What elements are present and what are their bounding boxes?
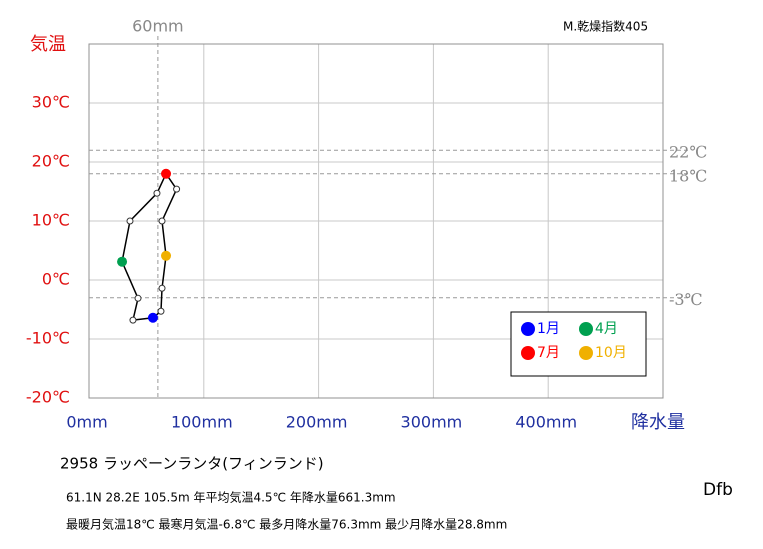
climate-class: Dfb — [703, 480, 733, 500]
x-tick-label: 300mm — [401, 413, 463, 432]
y-tick-label: -10℃ — [26, 329, 70, 348]
month-point — [161, 168, 172, 179]
legend-label: 4月 — [595, 321, 618, 337]
month-point — [153, 189, 161, 197]
legend-box — [510, 311, 647, 377]
y-tick-label: 0℃ — [42, 270, 70, 289]
month-point — [161, 250, 172, 261]
y-tick-label: 20℃ — [32, 152, 70, 171]
station: 2958 ラッペーンランタ(フィンランド) — [60, 455, 324, 473]
x-tick-label: 400mm — [515, 413, 577, 432]
legend-label: 1月 — [537, 321, 560, 337]
plot-frame — [88, 43, 664, 399]
month-point — [158, 284, 166, 292]
y-axis-label: 気温 — [30, 34, 66, 55]
legend-label: 7月 — [537, 345, 560, 361]
x-tick-label: 0mm — [66, 413, 107, 432]
x-tick-label: 200mm — [286, 413, 348, 432]
x-tick-label: 100mm — [171, 413, 233, 432]
month-point — [134, 294, 142, 302]
legend-label: 10月 — [595, 345, 627, 361]
month-point — [117, 256, 128, 267]
month-point — [129, 316, 137, 324]
month-point — [158, 217, 166, 225]
month-point — [173, 185, 181, 193]
month-point — [157, 307, 165, 315]
month-point — [147, 312, 158, 323]
x-axis-label: 降水量 — [631, 412, 685, 433]
reference-label: -3℃ — [669, 290, 702, 309]
y-tick-label: -20℃ — [26, 388, 70, 407]
y-tick-label: 10℃ — [32, 211, 70, 230]
month-point — [126, 217, 134, 225]
info: 最暖月気温18℃ 最寒月気温-6.8℃ 最多月降水量76.3mm 最少月降水量2… — [66, 517, 507, 532]
info: 61.1N 28.2E 105.5m 年平均気温4.5℃ 年降水量661.3mm — [66, 490, 396, 505]
reference-label: 18℃ — [669, 166, 707, 185]
legend-marker — [579, 346, 593, 360]
legend-marker — [521, 346, 535, 360]
y-tick-label: 30℃ — [32, 93, 70, 112]
reference-label: 22℃ — [669, 143, 707, 162]
legend-marker — [579, 322, 593, 336]
reference-label: 60mm — [132, 17, 184, 36]
index-label: M.乾燥指数405 — [563, 19, 648, 34]
legend-marker — [521, 322, 535, 336]
